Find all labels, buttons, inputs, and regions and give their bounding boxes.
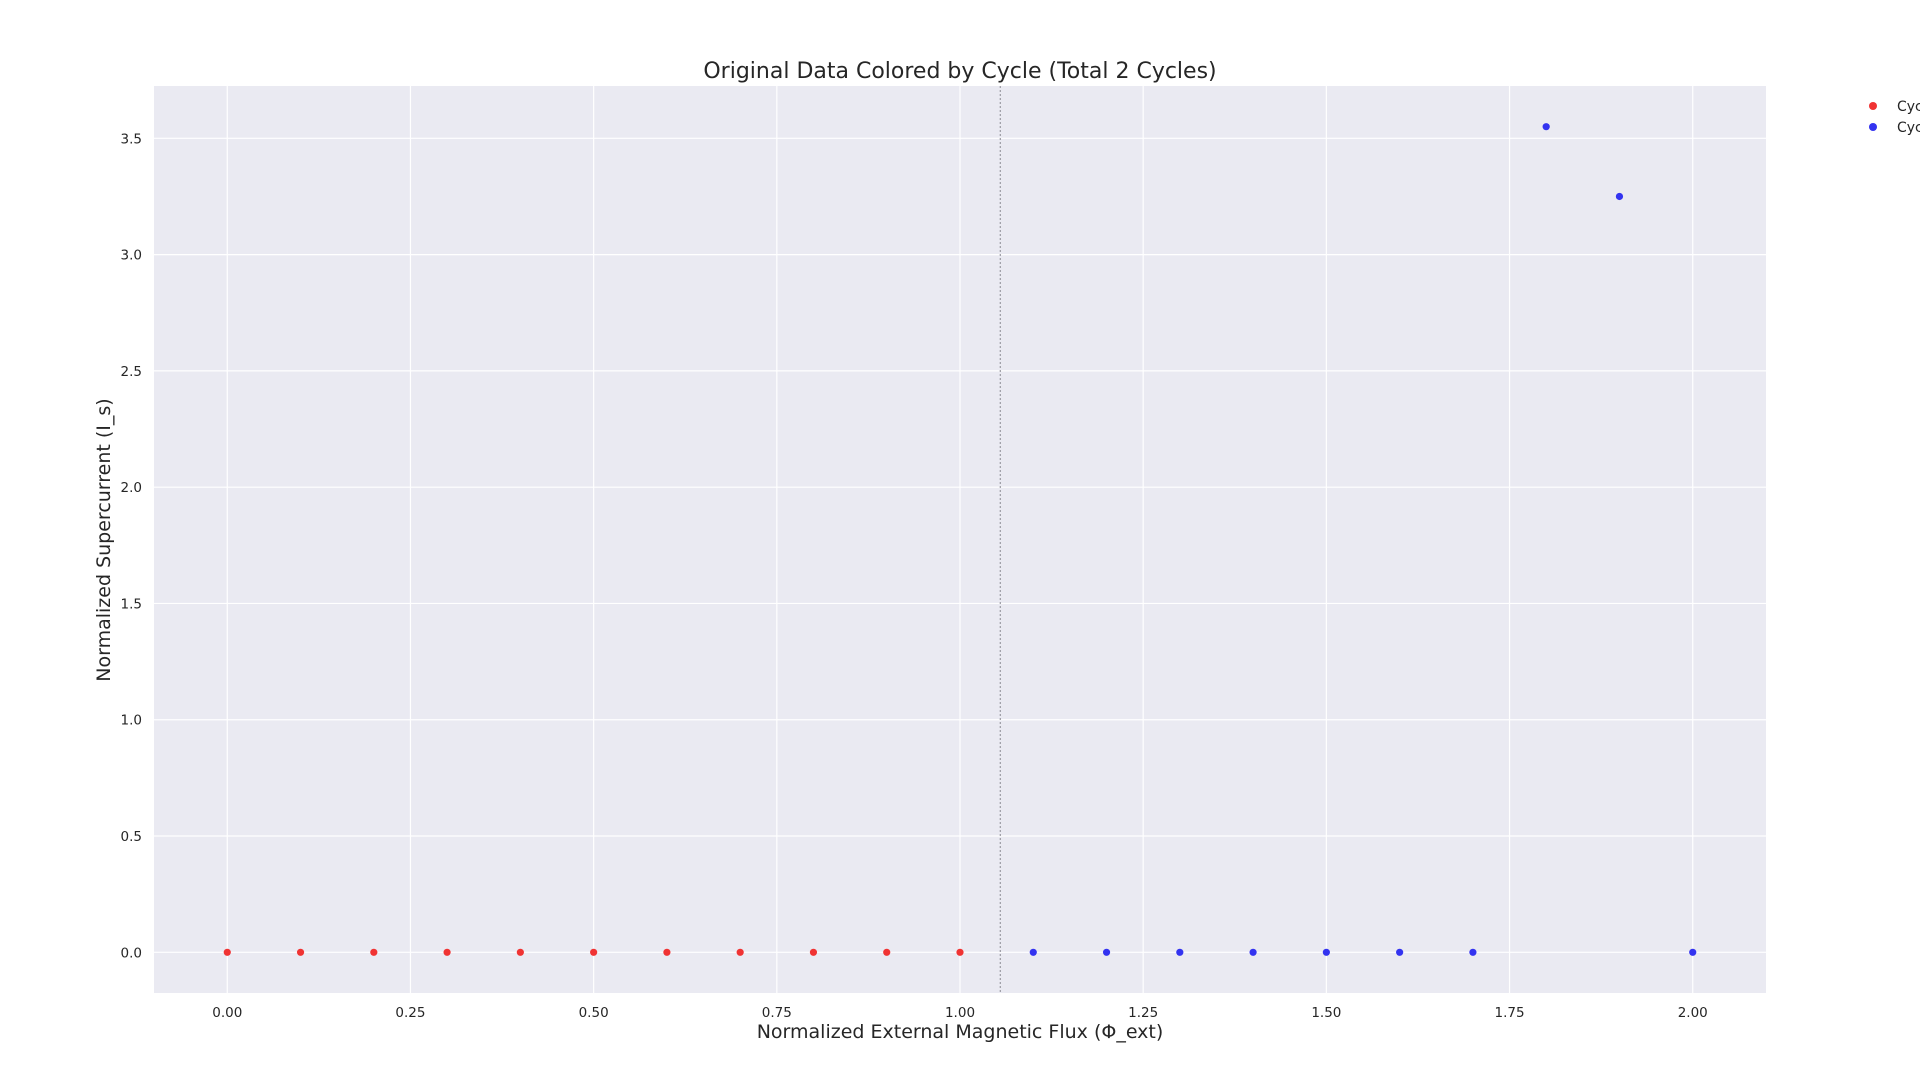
data-point-cycle-1 — [883, 948, 891, 956]
y-tick-label: 1.0 — [121, 713, 142, 729]
data-point-cycle-2 — [1469, 948, 1477, 956]
data-point-cycle-2 — [1396, 948, 1404, 956]
y-tick-labels: 0.0 0.5 1.0 1.5 2.0 2.5 3.0 3.5 — [121, 131, 142, 961]
data-point-cycle-1 — [296, 948, 305, 956]
x-tick-label: 0.25 — [395, 1005, 425, 1021]
y-tick-label: 3.5 — [121, 131, 142, 147]
legend-marker-cycle-1 — [1869, 102, 1877, 110]
x-tick-label: 0.00 — [212, 1005, 242, 1021]
data-point-cycle-1 — [370, 948, 378, 956]
data-point-cycle-1 — [956, 948, 964, 956]
y-tick-label: 3.0 — [121, 248, 142, 264]
chart-title: Original Data Colored by Cycle (Total 2 … — [703, 59, 1216, 84]
data-point-cycle-2 — [1249, 948, 1257, 956]
data-point-cycle-1 — [663, 948, 671, 956]
x-tick-label: 0.50 — [579, 1005, 609, 1021]
y-tick-label: 2.0 — [121, 480, 142, 496]
y-tick-label: 0.0 — [121, 945, 142, 961]
data-point-cycle-2 — [1615, 192, 1624, 201]
x-tick-label: 0.75 — [762, 1005, 792, 1021]
data-point-cycle-1 — [516, 948, 524, 956]
data-point-cycle-1 — [736, 948, 744, 956]
x-axis-label: Normalized External Magnetic Flux (Φ_ext… — [757, 1021, 1164, 1043]
data-point-cycle-1 — [809, 948, 818, 956]
data-point-cycle-1 — [223, 948, 231, 956]
data-point-cycle-2 — [1176, 948, 1184, 956]
legend: Cycle 1 Cycle 2 — [1869, 99, 1920, 136]
legend-label-cycle-1: Cycle 1 — [1897, 99, 1920, 115]
legend-label-cycle-2: Cycle 2 — [1897, 120, 1920, 136]
x-tick-label: 2.00 — [1678, 1005, 1708, 1021]
data-point-cycle-2 — [1029, 948, 1037, 956]
data-point-cycle-1 — [443, 948, 451, 956]
data-points — [223, 123, 1697, 956]
y-axis-label: Normalized Supercurrent (I_s) — [93, 398, 115, 681]
x-tick-label: 1.00 — [945, 1005, 975, 1021]
data-point-cycle-2 — [1322, 948, 1330, 956]
x-tick-labels: 0.00 0.25 0.50 0.75 1.00 1.25 1.50 1.75 2.00 — [212, 1005, 1708, 1021]
y-tick-label: 2.5 — [121, 364, 142, 380]
x-tick-label: 1.75 — [1495, 1005, 1525, 1021]
data-point-cycle-2 — [1102, 948, 1111, 956]
y-tick-label: 1.5 — [121, 596, 142, 612]
data-point-cycle-2 — [1689, 948, 1697, 956]
data-point-cycle-1 — [590, 948, 598, 956]
data-point-cycle-2 — [1542, 123, 1550, 131]
x-tick-label: 1.50 — [1311, 1005, 1341, 1021]
y-tick-label: 0.5 — [121, 829, 142, 845]
x-tick-label: 1.25 — [1128, 1005, 1158, 1021]
legend-marker-cycle-2 — [1869, 123, 1877, 131]
